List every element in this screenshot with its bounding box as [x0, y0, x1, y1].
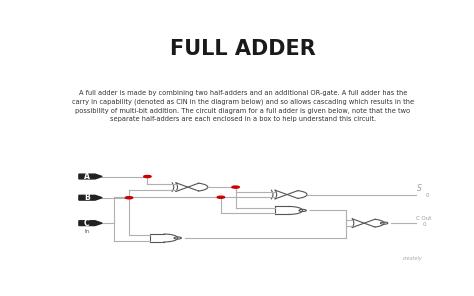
Circle shape — [232, 186, 239, 188]
Text: B: B — [84, 193, 90, 202]
Text: In: In — [84, 229, 90, 234]
Circle shape — [144, 176, 151, 178]
Polygon shape — [79, 174, 102, 179]
Text: A: A — [84, 172, 90, 181]
Text: S: S — [418, 184, 422, 193]
Text: C Out: C Out — [416, 216, 432, 221]
Polygon shape — [79, 221, 102, 226]
Text: FULL ADDER: FULL ADDER — [170, 39, 316, 59]
Text: creately: creately — [403, 256, 423, 261]
Text: 0: 0 — [423, 222, 427, 227]
Text: A full adder is made by combining two half-adders and an additional OR-gate. A f: A full adder is made by combining two ha… — [72, 90, 414, 122]
Polygon shape — [79, 195, 102, 200]
Text: 0: 0 — [426, 193, 429, 197]
Circle shape — [125, 197, 133, 199]
Circle shape — [217, 196, 225, 198]
Text: C: C — [84, 219, 90, 228]
